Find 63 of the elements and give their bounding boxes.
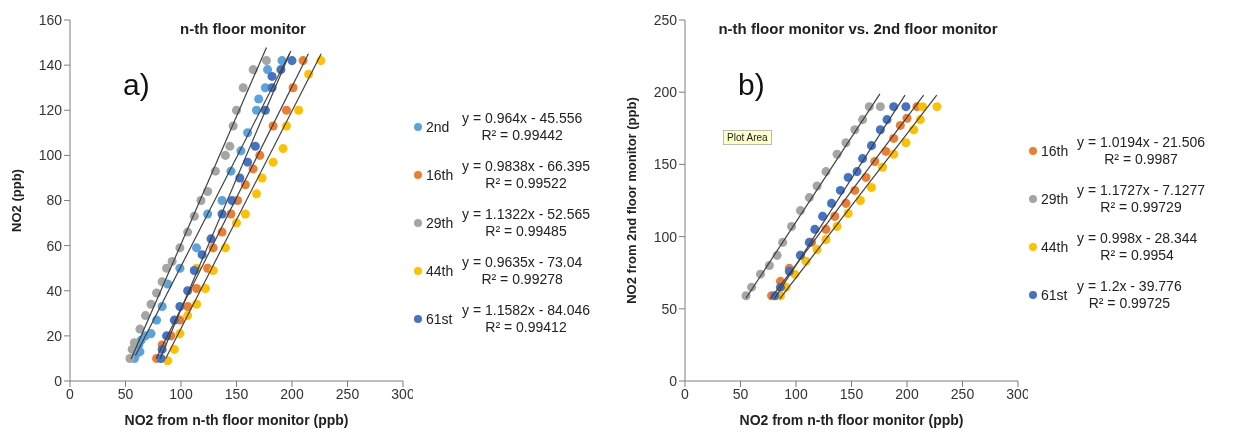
- chart-title: n-th floor monitor vs. 2nd floor monitor: [717, 20, 999, 37]
- y-tick-label: 40: [46, 282, 63, 299]
- legend-label: 29th: [1041, 190, 1070, 207]
- x-axis-title: NO2 from n-th floor monitor (ppb): [739, 412, 964, 428]
- x-tick-label: 100: [169, 385, 193, 402]
- text: R² = 0.99412: [484, 318, 568, 336]
- x-tick-label: 150: [839, 385, 864, 402]
- legend-label: 2nd: [426, 118, 451, 135]
- y-tick-label: 100: [653, 228, 678, 245]
- y-tick-label: 20: [46, 327, 63, 344]
- y-tick-label: 150: [653, 156, 678, 173]
- x-tick-label: 50: [732, 385, 749, 402]
- text: R² = 0.99729: [1099, 198, 1183, 216]
- text: R² = 0.99442: [480, 126, 564, 144]
- x-tick-label: 200: [280, 385, 304, 402]
- x-tick-label: 200: [895, 385, 919, 402]
- text: y = 1.1727x - 7.1277: [1077, 181, 1206, 199]
- text: y = 0.9635x - 73.04: [462, 253, 583, 271]
- y-tick-label: 60: [46, 237, 63, 254]
- text: y = 1.0194x - 21.506: [1077, 133, 1206, 151]
- text: R² = 0.9954: [1099, 246, 1175, 264]
- x-tick-label: 0: [66, 385, 75, 402]
- text: y = 0.998x - 28.344: [1077, 229, 1198, 247]
- y-tick-label: 120: [38, 102, 63, 119]
- annotation: a): [123, 68, 150, 102]
- x-tick-label: 0: [681, 385, 690, 402]
- x-tick-label: 150: [224, 385, 249, 402]
- text: y = 0.964x - 45.556: [462, 109, 583, 127]
- x-tick-label: 50: [117, 385, 134, 402]
- text: R² = 0.9987: [1103, 150, 1179, 168]
- text: R² = 0.99278: [480, 270, 564, 288]
- y-axis-title: NO2 (ppb): [8, 169, 24, 232]
- y-tick-label: 250: [653, 11, 678, 28]
- text: y = 0.9838x - 66.395: [462, 157, 591, 175]
- legend-label: 29th: [426, 214, 455, 231]
- text: y = 1.1322x - 52.565: [462, 205, 591, 223]
- legend-label: 44th: [1041, 238, 1070, 255]
- y-tick-label: 0: [669, 372, 678, 389]
- y-tick-label: 80: [46, 192, 63, 209]
- y-tick-label: 160: [38, 11, 63, 28]
- y-tick-label: 100: [38, 147, 63, 164]
- y-tick-label: 140: [38, 57, 63, 74]
- y-tick-label: 0: [54, 372, 63, 389]
- x-tick-label: 250: [950, 385, 975, 402]
- text: R² = 0.99485: [484, 222, 568, 240]
- x-tick-label: 250: [335, 385, 360, 402]
- legend-label: 61st: [426, 310, 454, 327]
- text: R² = 0.99522: [484, 174, 568, 192]
- annotation: Plot Area: [723, 130, 772, 145]
- x-axis-title: NO2 from n-th floor monitor (ppb): [124, 412, 349, 428]
- legend-label: 16th: [426, 166, 455, 183]
- chart-title: n-th floor monitor: [179, 20, 307, 37]
- legend-label: 61st: [1041, 286, 1069, 303]
- annotation: b): [738, 68, 765, 102]
- text: y = 1.1582x - 84.046: [462, 301, 591, 319]
- legend-label: 16th: [1041, 142, 1070, 159]
- x-tick-label: 100: [784, 385, 808, 402]
- text: y = 1.2x - 39.776: [1077, 277, 1182, 295]
- text: R² = 0.99725: [1087, 294, 1171, 312]
- legend-label: 44th: [426, 262, 455, 279]
- y-tick-label: 200: [653, 84, 678, 101]
- y-tick-label: 50: [661, 300, 678, 317]
- y-axis-title: NO2 from 2nd floor monitor (ppb): [623, 97, 639, 304]
